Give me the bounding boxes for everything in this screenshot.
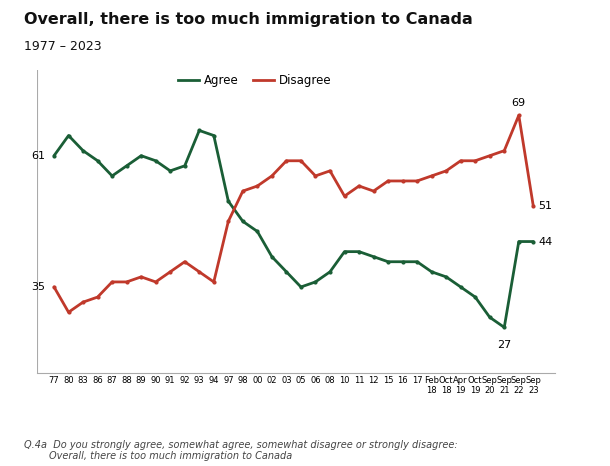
Text: 61: 61	[31, 151, 45, 161]
Text: Q.4a  Do you strongly agree, somewhat agree, somewhat disagree or strongly disag: Q.4a Do you strongly agree, somewhat agr…	[24, 440, 458, 461]
Text: 27: 27	[497, 340, 511, 350]
Text: 44: 44	[539, 237, 553, 247]
Legend: Agree, Disagree: Agree, Disagree	[173, 70, 336, 92]
Text: 1977 – 2023: 1977 – 2023	[24, 40, 102, 53]
Text: Overall, there is too much immigration to Canada: Overall, there is too much immigration t…	[24, 12, 473, 27]
Text: 51: 51	[539, 201, 553, 211]
Text: 35: 35	[31, 282, 45, 292]
Text: 69: 69	[512, 98, 526, 108]
